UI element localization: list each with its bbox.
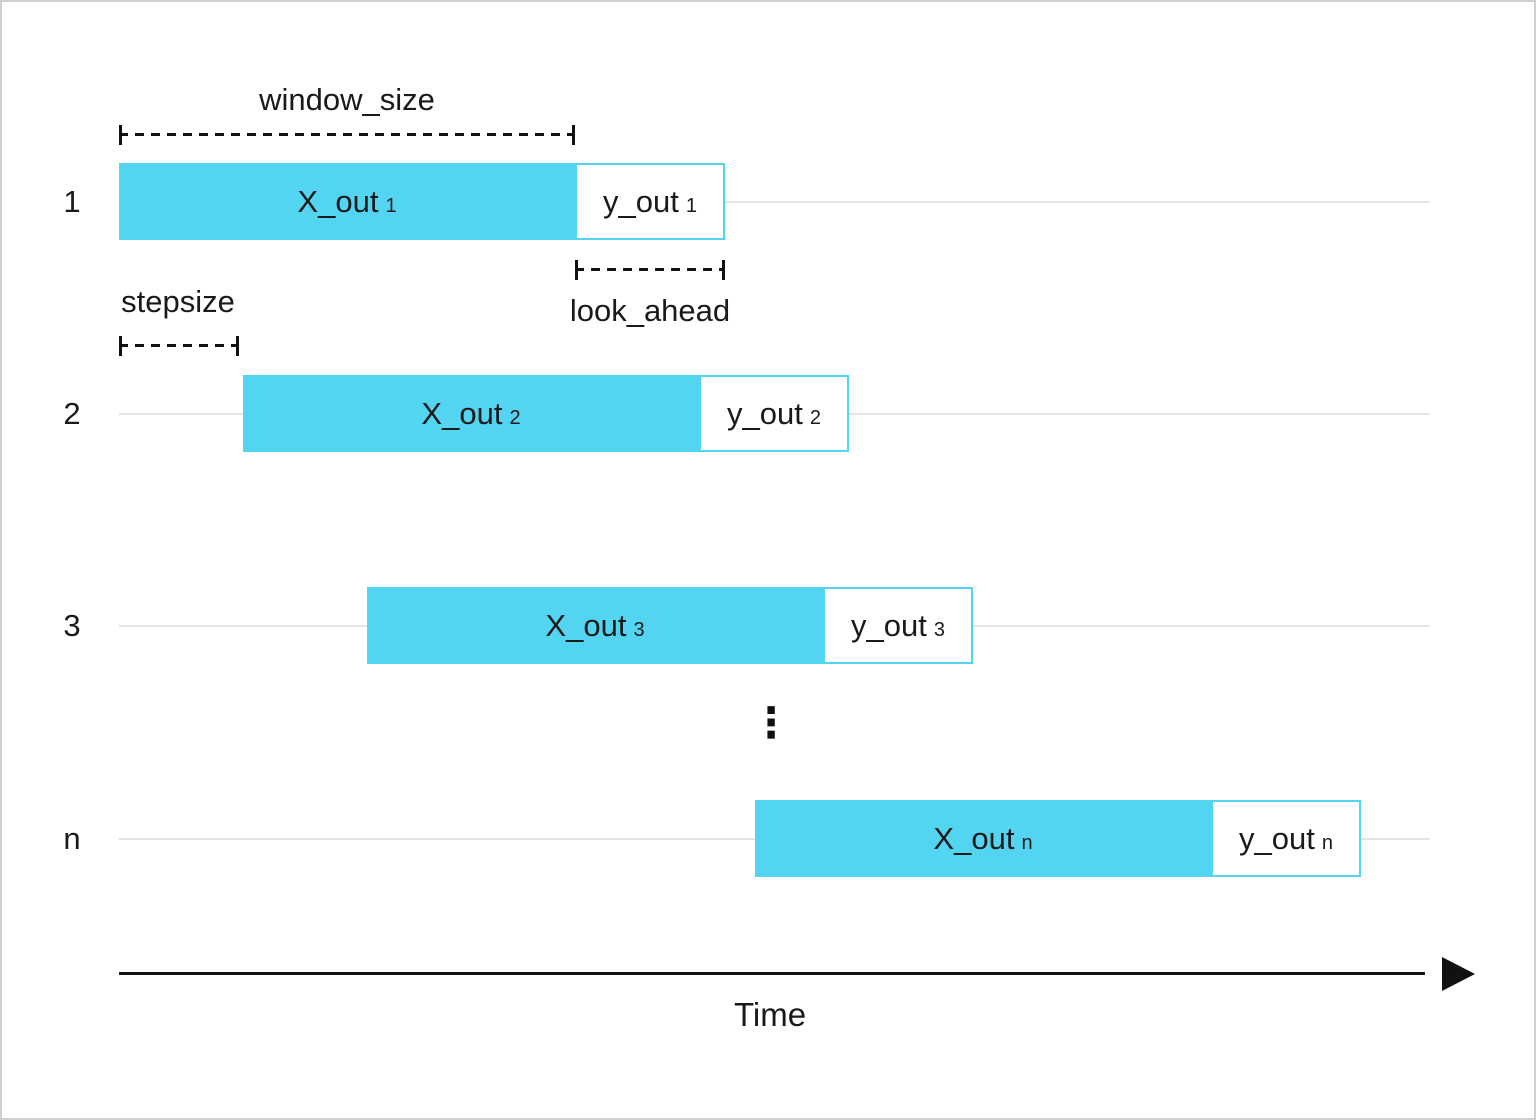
y-window-bar: y_out 1 [575, 163, 725, 240]
y-window-bar: y_out 2 [699, 375, 849, 452]
stepsize-label: stepsize [121, 284, 235, 319]
y-window-label: y_out 3 [851, 607, 945, 643]
x-window-label: X_out n [933, 820, 1033, 856]
stepsize-measure [119, 335, 239, 356]
y-window-label: y_out n [1239, 820, 1333, 856]
x-window-subscript: 2 [509, 406, 521, 429]
window-row: X_out n y_out n [755, 800, 1361, 877]
time-axis-line [119, 972, 1425, 975]
y-window-label: y_out 1 [603, 183, 697, 219]
y-window-subscript: 1 [685, 194, 697, 217]
look-ahead-label: look_ahead [569, 293, 731, 328]
x-window-label: X_out 3 [545, 607, 645, 643]
window-size-measure [119, 124, 575, 145]
y-window-label: y_out 2 [727, 395, 821, 431]
x-window-label: X_out 1 [297, 183, 397, 219]
window-row: X_out 1 y_out 1 [119, 163, 725, 240]
row-index-label: 3 [63, 608, 81, 643]
look-ahead-measure [575, 259, 725, 280]
x-window-subscript: 3 [633, 618, 645, 641]
y-window-subscript: 3 [933, 618, 945, 641]
x-window-subscript: 1 [385, 194, 397, 217]
x-window-bar: X_out 3 [367, 587, 823, 664]
row-index-label: n [63, 821, 81, 856]
y-window-bar: y_out n [1211, 800, 1361, 877]
window-row: X_out 2 y_out 2 [243, 375, 849, 452]
x-window-label: X_out 2 [421, 395, 521, 431]
time-axis-arrowhead-icon [1442, 957, 1475, 991]
window-row: X_out 3 y_out 3 [367, 587, 973, 664]
time-axis-label: Time [733, 996, 807, 1033]
row-index-label: 2 [63, 396, 81, 431]
x-window-bar: X_out 1 [119, 163, 575, 240]
window-size-label: window_size [259, 82, 435, 117]
x-window-bar: X_out n [755, 800, 1211, 877]
vertical-ellipsis-icon: ⋮ [750, 698, 792, 747]
y-window-bar: y_out 3 [823, 587, 973, 664]
row-baseline [119, 201, 1430, 203]
row-index-label: 1 [63, 184, 81, 219]
x-window-bar: X_out 2 [243, 375, 699, 452]
x-window-subscript: n [1021, 831, 1033, 854]
y-window-subscript: n [1321, 831, 1333, 854]
y-window-subscript: 2 [809, 406, 821, 429]
